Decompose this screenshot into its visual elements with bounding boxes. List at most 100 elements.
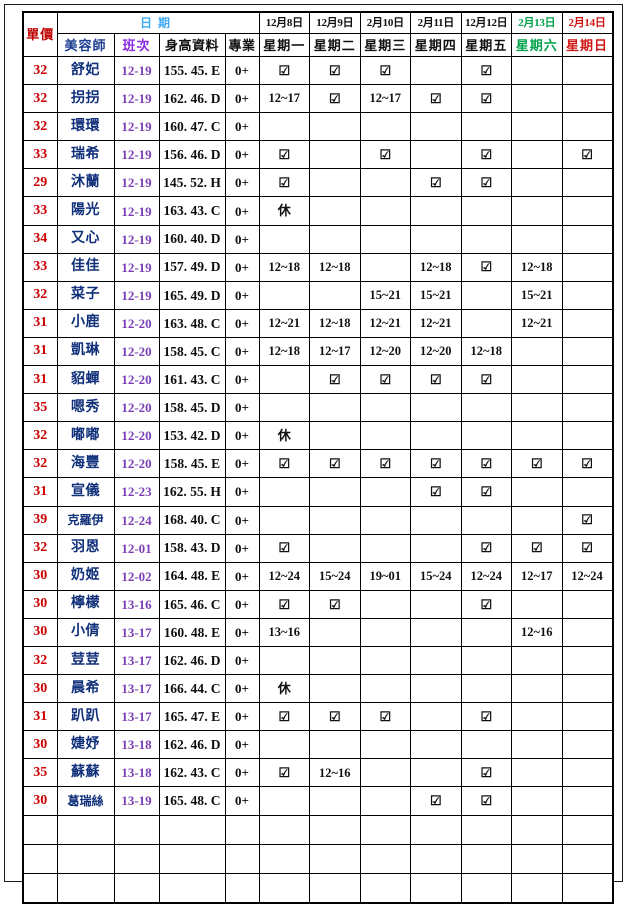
cell-day-1[interactable]: 休 bbox=[258, 674, 311, 704]
cell-day-1[interactable]: 12~18 bbox=[258, 252, 311, 282]
cell-day-1[interactable]: 休 bbox=[258, 421, 311, 451]
cell-day-3[interactable] bbox=[359, 196, 412, 226]
cell-day-5[interactable] bbox=[460, 505, 513, 535]
cell-day-6[interactable] bbox=[511, 758, 563, 788]
cell-day-1[interactable]: ☑ bbox=[258, 758, 311, 788]
cell-day-1[interactable]: ☑ bbox=[258, 168, 311, 198]
cell-day-1[interactable]: ☑ bbox=[258, 55, 311, 86]
cell-day-5[interactable] bbox=[460, 308, 513, 338]
cell-day-5[interactable] bbox=[460, 224, 513, 254]
cell-day-7[interactable]: ☑ bbox=[561, 533, 614, 563]
cell-day-4[interactable]: 15~24 bbox=[410, 561, 462, 591]
cell-day-3[interactable]: ☑ bbox=[359, 365, 412, 395]
table-row[interactable]: 32 環環 12-19 160. 47. C 0+ bbox=[22, 112, 614, 142]
cell-day-7[interactable] bbox=[561, 758, 614, 788]
cell-day-7[interactable] bbox=[561, 84, 614, 114]
cell-day-6[interactable]: 12~17 bbox=[511, 561, 563, 591]
cell-day-4[interactable] bbox=[410, 702, 462, 732]
cell-day-6[interactable] bbox=[511, 365, 563, 395]
cell-day-1[interactable] bbox=[258, 477, 311, 507]
cell-day-6[interactable] bbox=[511, 674, 563, 704]
cell-day-4[interactable] bbox=[410, 589, 462, 619]
cell-day-4[interactable]: ☑ bbox=[410, 168, 462, 198]
cell-day-4[interactable]: ☑ bbox=[410, 477, 462, 507]
cell-day-3[interactable] bbox=[359, 730, 412, 760]
cell-day-2[interactable] bbox=[309, 645, 361, 676]
cell-day-3[interactable] bbox=[359, 786, 412, 816]
cell-day-7[interactable]: ☑ bbox=[561, 505, 614, 535]
cell-day-3[interactable]: 12~21 bbox=[359, 308, 412, 338]
cell-day-5[interactable]: 12~24 bbox=[460, 561, 513, 591]
cell-day-5[interactable]: ☑ bbox=[460, 533, 513, 563]
cell-day-2[interactable]: ☑ bbox=[309, 702, 361, 732]
cell-day-2[interactable]: 12~18 bbox=[309, 252, 361, 282]
cell-day-3[interactable] bbox=[359, 421, 412, 451]
cell-day-7[interactable] bbox=[561, 196, 614, 226]
cell-day-5[interactable] bbox=[460, 645, 513, 676]
cell-day-5[interactable]: ☑ bbox=[460, 140, 513, 170]
cell-day-3[interactable] bbox=[359, 112, 412, 142]
table-row[interactable]: 35 嗯秀 12-20 158. 45. D 0+ bbox=[22, 393, 614, 423]
cell-day-5[interactable]: ☑ bbox=[460, 84, 513, 114]
cell-day-1[interactable] bbox=[258, 280, 311, 310]
table-row[interactable]: 32 嘟嘟 12-20 153. 42. D 0+ 休 bbox=[22, 421, 614, 451]
cell-day-3[interactable]: ☑ bbox=[359, 702, 412, 732]
cell-day-4[interactable] bbox=[410, 140, 462, 170]
cell-day-3[interactable] bbox=[359, 224, 412, 254]
cell-day-2[interactable]: ☑ bbox=[309, 589, 361, 619]
cell-day-4[interactable] bbox=[410, 112, 462, 142]
cell-day-1[interactable]: ☑ bbox=[258, 449, 311, 479]
cell-day-5[interactable]: ☑ bbox=[460, 168, 513, 198]
cell-day-5[interactable] bbox=[460, 280, 513, 310]
cell-day-7[interactable] bbox=[561, 308, 614, 338]
cell-day-1[interactable]: ☑ bbox=[258, 702, 311, 732]
cell-day-4[interactable]: 12~18 bbox=[410, 252, 462, 282]
cell-day-3[interactable] bbox=[359, 477, 412, 507]
cell-day-1[interactable] bbox=[258, 224, 311, 254]
cell-day-1[interactable]: ☑ bbox=[258, 533, 311, 563]
cell-day-6[interactable] bbox=[511, 730, 563, 760]
cell-day-6[interactable] bbox=[511, 702, 563, 732]
table-row[interactable]: 33 瑞希 12-19 156. 46. D 0+ ☑ ☑ ☑ ☑ bbox=[22, 140, 614, 170]
cell-day-1[interactable] bbox=[258, 730, 311, 760]
table-row[interactable]: 32 海豐 12-20 158. 45. E 0+ ☑ ☑ ☑ ☑ ☑ ☑ ☑ bbox=[22, 449, 614, 479]
cell-day-3[interactable]: 15~21 bbox=[359, 280, 412, 310]
cell-day-4[interactable] bbox=[410, 393, 462, 423]
cell-day-1[interactable]: 12~21 bbox=[258, 308, 311, 338]
cell-day-7[interactable]: ☑ bbox=[561, 449, 614, 479]
table-row[interactable]: 33 佳佳 12-19 157. 49. D 0+ 12~18 12~18 12~18 ☑ 12~… bbox=[22, 252, 614, 282]
table-row[interactable]: 30 葛瑞絲 13-19 165. 48. C 0+ ☑ ☑ bbox=[22, 786, 614, 816]
cell-day-1[interactable]: 13~16 bbox=[258, 617, 311, 647]
cell-day-6[interactable] bbox=[511, 477, 563, 507]
cell-day-3[interactable] bbox=[359, 168, 412, 198]
cell-day-2[interactable] bbox=[309, 533, 361, 563]
table-row[interactable]: 32 拐拐 12-19 162. 46. D 0+ 12~17 ☑ 12~17 ☑ ☑ bbox=[22, 84, 614, 114]
cell-day-2[interactable]: ☑ bbox=[309, 55, 361, 86]
cell-day-6[interactable] bbox=[511, 196, 563, 226]
cell-day-3[interactable] bbox=[359, 645, 412, 676]
cell-day-6[interactable]: ☑ bbox=[511, 533, 563, 563]
cell-day-3[interactable]: 19~01 bbox=[359, 561, 412, 591]
cell-day-6[interactable] bbox=[511, 112, 563, 142]
cell-day-4[interactable] bbox=[410, 505, 462, 535]
cell-day-4[interactable] bbox=[410, 645, 462, 676]
cell-day-7[interactable] bbox=[561, 674, 614, 704]
cell-day-2[interactable] bbox=[309, 168, 361, 198]
cell-day-2[interactable]: ☑ bbox=[309, 84, 361, 114]
table-row[interactable]: 33 陽光 12-19 163. 43. C 0+ 休 bbox=[22, 196, 614, 226]
cell-day-4[interactable]: ☑ bbox=[410, 449, 462, 479]
cell-day-1[interactable] bbox=[258, 112, 311, 142]
cell-day-2[interactable] bbox=[309, 477, 361, 507]
cell-day-2[interactable] bbox=[309, 393, 361, 423]
table-row[interactable]: 30 婕妤 13-18 162. 46. D 0+ bbox=[22, 730, 614, 760]
cell-day-4[interactable]: 15~21 bbox=[410, 280, 462, 310]
cell-day-4[interactable] bbox=[410, 674, 462, 704]
cell-day-2[interactable] bbox=[309, 505, 361, 535]
cell-day-7[interactable] bbox=[561, 730, 614, 760]
cell-day-4[interactable]: 12~20 bbox=[410, 336, 462, 367]
cell-day-4[interactable]: ☑ bbox=[410, 84, 462, 114]
table-row[interactable]: 32 荳荳 13-17 162. 46. D 0+ bbox=[22, 645, 614, 676]
table-row[interactable]: 31 宣儀 12-23 162. 55. H 0+ ☑ ☑ bbox=[22, 477, 614, 507]
cell-day-7[interactable] bbox=[561, 252, 614, 282]
cell-day-2[interactable] bbox=[309, 674, 361, 704]
